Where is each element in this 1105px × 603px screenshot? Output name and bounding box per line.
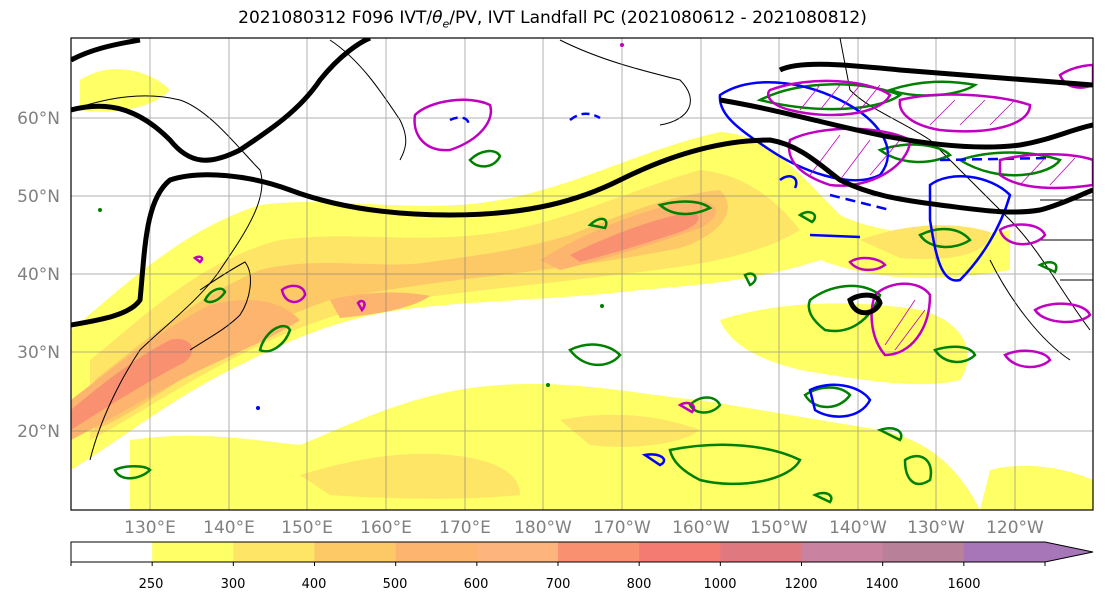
cb-label-600: 600 [464, 577, 489, 592]
cb-label-250: 250 [139, 577, 164, 592]
colorbar: 250 300 400 500 600 700 800 1000 1200 14… [70, 541, 1094, 592]
colorbar-segment [476, 542, 559, 562]
latitude-labels: 60°N 50°N 40°N 30°N 20°N [17, 109, 60, 442]
map-frame [70, 37, 1094, 511]
colorbar-segment [395, 542, 478, 562]
cb-label-700: 700 [546, 577, 571, 592]
map-title: 2021080312 F096 IVT/θe/PV, IVT Landfall … [238, 8, 867, 31]
hatching [799, 84, 1076, 351]
lon-label-120w: 120°W [986, 518, 1044, 538]
lat-label-50: 50°N [17, 187, 60, 207]
lon-label-140e: 140°E [203, 518, 255, 538]
colorbar-labels: 250 300 400 500 600 700 800 1000 1200 14… [139, 577, 981, 592]
lon-label-160e: 160°E [360, 518, 412, 538]
colorbar-ticks [70, 562, 1046, 566]
lat-label-30: 30°N [17, 343, 60, 363]
theta-e-blue-contours [449, 81, 1051, 467]
lon-label-180w: 180°W [514, 518, 572, 538]
colorbar-segment [558, 542, 640, 562]
cb-label-1400: 1400 [865, 577, 898, 592]
lon-label-130e: 130°E [124, 518, 176, 538]
colorbar-outline [70, 541, 1094, 563]
colorbar-segment [720, 542, 802, 562]
small-markers [98, 43, 624, 410]
colorbar-segment [71, 542, 153, 562]
colorbar-segment [882, 542, 965, 562]
lon-label-150w: 150°W [750, 518, 808, 538]
lon-label-170e: 170°E [439, 518, 491, 538]
colorbar-segment [152, 542, 234, 562]
cb-label-800: 800 [627, 577, 652, 592]
lon-label-130w: 130°W [907, 518, 965, 538]
colorbar-segment [639, 542, 721, 562]
lon-label-150e: 150°E [281, 518, 333, 538]
coastlines [71, 38, 1093, 461]
colorbar-segment [233, 542, 315, 562]
lon-label-170w: 170°W [593, 518, 651, 538]
graticule [71, 38, 1093, 510]
cb-label-400: 400 [302, 577, 327, 592]
cb-label-1000: 1000 [703, 577, 736, 592]
lat-label-40: 40°N [17, 265, 60, 285]
longitude-labels: 130°E 140°E 150°E 160°E 170°E 180°W 170°… [124, 518, 1044, 538]
cb-label-1200: 1200 [784, 577, 817, 592]
cb-label-300: 300 [221, 577, 246, 592]
colorbar-segment [963, 542, 1093, 562]
cb-label-500: 500 [383, 577, 408, 592]
colorbar-segment [314, 542, 397, 562]
cb-label-1600: 1600 [947, 577, 980, 592]
lat-label-60: 60°N [17, 109, 60, 129]
colorbar-segment [801, 542, 884, 562]
lon-label-160w: 160°W [672, 518, 730, 538]
lat-label-20: 20°N [17, 422, 60, 442]
colorbar-segments [71, 542, 1093, 562]
lon-label-140w: 140°W [829, 518, 887, 538]
landfall-pc-black-contours [71, 38, 1093, 328]
